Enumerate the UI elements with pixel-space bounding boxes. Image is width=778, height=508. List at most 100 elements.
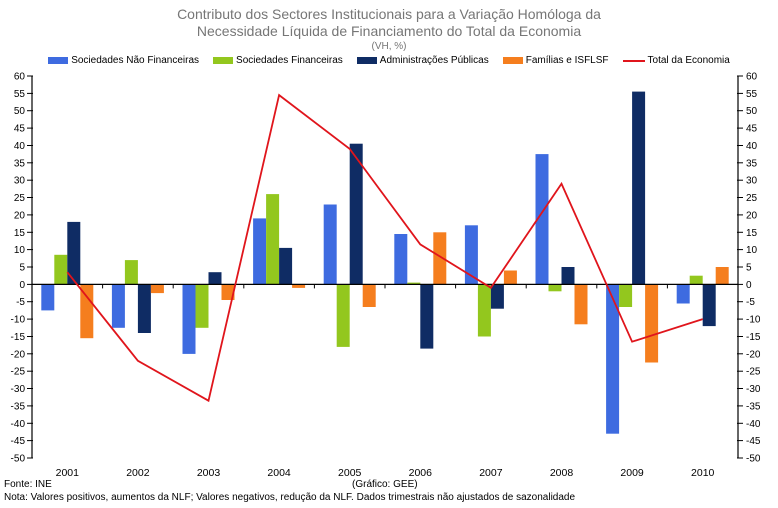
y-axis-label: 40 xyxy=(14,141,26,152)
bar xyxy=(182,284,196,354)
bar xyxy=(689,275,703,285)
bar xyxy=(124,260,138,285)
y-axis-label: -5 xyxy=(746,297,755,308)
y-axis-label: 55 xyxy=(14,89,26,100)
y-axis-label: -25 xyxy=(746,367,761,378)
y-axis-label: 50 xyxy=(14,106,26,117)
y-axis-label: -15 xyxy=(746,332,761,343)
legend-label: Administrações Públicas xyxy=(379,55,489,66)
total-line xyxy=(66,93,703,403)
bar xyxy=(323,204,337,285)
bar xyxy=(67,221,81,285)
bar xyxy=(503,270,517,285)
chart-title-line1: Contributo dos Sectores Institucionais p… xyxy=(177,6,601,22)
legend-label: Sociedades Não Financeiras xyxy=(71,55,200,66)
y-axis-label: -40 xyxy=(11,419,26,430)
x-axis-label: 2001 xyxy=(56,467,80,479)
x-axis-label: 2010 xyxy=(691,467,715,479)
y-axis-label: 15 xyxy=(14,228,26,239)
y-axis-label: 35 xyxy=(746,158,758,169)
legend: Sociedades Não Financeiras Sociedades Fin… xyxy=(20,55,758,66)
chart-title: Contributo dos Sectores Institucionais p… xyxy=(0,6,778,53)
bar xyxy=(394,234,408,285)
bar xyxy=(548,284,562,292)
y-axis-label: 45 xyxy=(14,124,26,135)
y-axis-label: -20 xyxy=(11,349,26,360)
y-axis-label: -45 xyxy=(746,436,761,447)
bar xyxy=(632,91,646,285)
bar xyxy=(111,284,125,328)
y-axis-label: -20 xyxy=(746,349,761,360)
bar xyxy=(195,284,209,328)
x-axis-label: 2005 xyxy=(338,467,362,479)
y-axis-label: 15 xyxy=(746,228,758,239)
legend-swatch-icon xyxy=(48,57,69,64)
bar xyxy=(702,284,716,327)
bar xyxy=(253,218,267,285)
y-axis-label: 0 xyxy=(746,280,752,291)
y-axis-label: 0 xyxy=(19,280,25,291)
legend-item: Famílias e ISFLSF xyxy=(502,55,609,66)
y-axis-label: 50 xyxy=(746,106,758,117)
bar xyxy=(266,194,280,285)
y-axis-label: -35 xyxy=(746,401,761,412)
bar xyxy=(349,143,363,285)
legend-swatch-icon xyxy=(502,57,523,64)
credit-text: (Gráfico: GEE) xyxy=(352,479,418,490)
y-axis-label: -25 xyxy=(11,367,26,378)
bar xyxy=(490,284,504,309)
bar xyxy=(420,284,434,349)
y-axis-label: 60 xyxy=(14,72,26,83)
bar xyxy=(477,284,491,337)
y-axis-label: -40 xyxy=(746,419,761,430)
y-axis-label: 20 xyxy=(746,210,758,221)
y-axis-label: 30 xyxy=(746,176,758,187)
legend-item: Sociedades Financeiras xyxy=(213,55,343,66)
y-axis-label: 10 xyxy=(14,245,26,256)
bar xyxy=(362,284,376,307)
y-axis-label: -50 xyxy=(11,454,26,465)
y-axis-label: 25 xyxy=(746,193,758,204)
y-axis-label: 45 xyxy=(746,124,758,135)
legend-swatch-icon xyxy=(356,57,377,64)
y-axis-label: -30 xyxy=(746,384,761,395)
bar xyxy=(221,284,235,300)
y-axis-label: 25 xyxy=(14,193,26,204)
bar xyxy=(715,267,729,285)
bar xyxy=(535,154,549,285)
bar xyxy=(619,284,633,307)
bar xyxy=(150,284,164,294)
y-axis-label: -10 xyxy=(11,315,26,326)
bar xyxy=(41,284,55,311)
y-axis-label: -30 xyxy=(11,384,26,395)
bar xyxy=(80,284,94,339)
x-axis-label: 2006 xyxy=(409,467,433,479)
bar xyxy=(292,284,306,288)
x-axis-label: 2003 xyxy=(197,467,221,479)
y-axis-label: 35 xyxy=(14,158,26,169)
legend-item: Sociedades Não Financeiras xyxy=(48,55,199,66)
bar xyxy=(606,284,620,434)
legend-label: Total da Economia xyxy=(647,55,730,66)
bar xyxy=(407,282,421,285)
bar xyxy=(464,225,478,285)
bar xyxy=(676,284,690,304)
bar xyxy=(279,247,293,285)
bar xyxy=(574,284,588,325)
bar xyxy=(208,272,222,285)
y-axis-label: 10 xyxy=(746,245,758,256)
y-axis-label: -35 xyxy=(11,401,26,412)
y-axis-label: 55 xyxy=(746,89,758,100)
legend-line-marker-icon xyxy=(622,59,645,62)
chart-title-line2: Necessidade Líquida de Financiamento do … xyxy=(196,23,582,39)
bar xyxy=(645,284,659,363)
legend-item: Administrações Públicas xyxy=(356,55,489,66)
y-axis-label: -5 xyxy=(16,297,25,308)
chart-subtitle: (VH, %) xyxy=(371,41,407,52)
bar xyxy=(433,232,447,285)
legend-label: Sociedades Financeiras xyxy=(236,55,343,66)
y-axis-label: 20 xyxy=(14,210,26,221)
x-axis-label: 2002 xyxy=(126,467,150,479)
legend-item: Total da Economia xyxy=(622,55,730,66)
